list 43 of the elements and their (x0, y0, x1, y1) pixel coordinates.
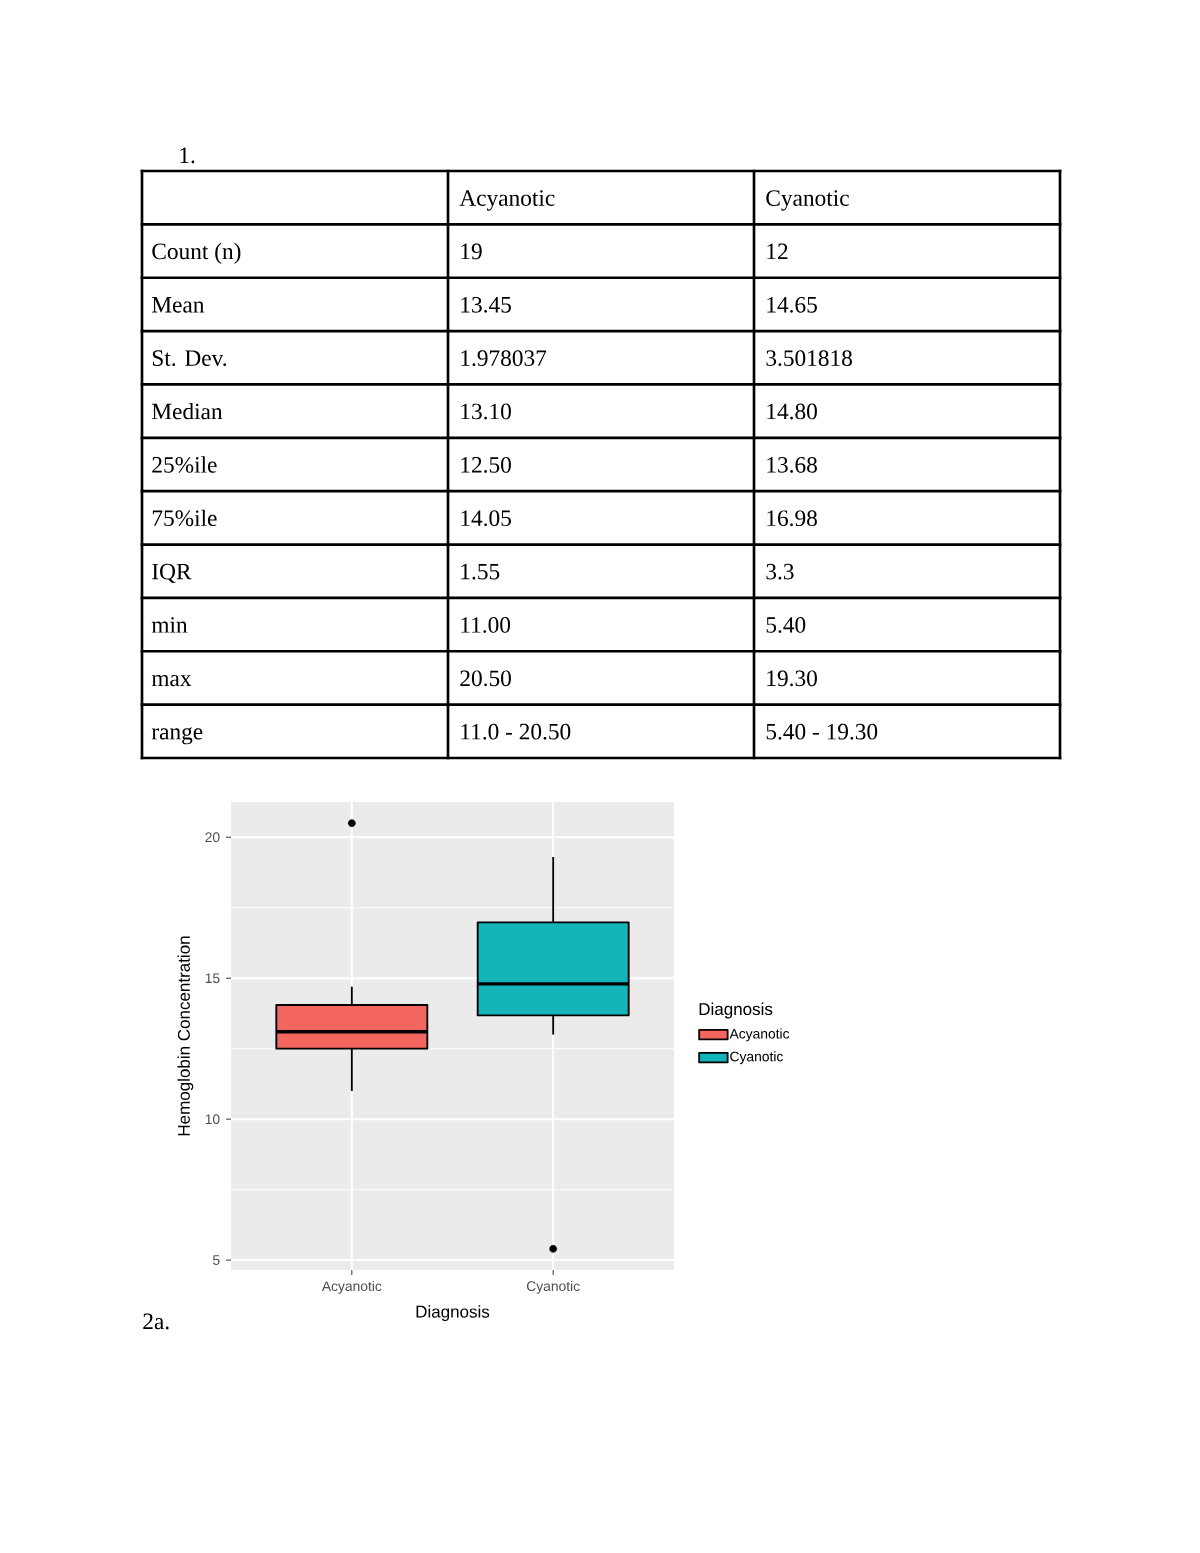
y-tick-label: 10 (205, 1114, 220, 1125)
text: 1.978037 (461, 350, 547, 367)
legend-label: Cyanotic (730, 1051, 783, 1065)
text: 5.40 - 19.30 (766, 723, 878, 740)
x-axis-title: Diagnosis (416, 1305, 490, 1322)
legend-label: Acyanotic (729, 1028, 790, 1042)
text: 12.50 (461, 456, 511, 473)
text: 16.98 (767, 510, 817, 527)
y-tick-label: 5 (212, 1255, 220, 1265)
category-label: St. Dev. (152, 350, 227, 367)
y-axis-title: Hemoglobin Concentration (177, 936, 194, 1136)
category-label: Count (n) (152, 242, 241, 265)
text: 1.55 (461, 563, 500, 580)
category-label: 75%ile (152, 509, 217, 527)
text: 13.10 (461, 403, 511, 420)
text: 14.65 (767, 296, 817, 313)
category-label: range (151, 727, 203, 745)
text: 11.00 (461, 617, 511, 633)
text: 19 (461, 243, 482, 260)
text: 12 (767, 243, 788, 260)
y-tick-label: 15 (205, 973, 220, 984)
y-tick-label: 20 (205, 832, 220, 843)
category-label: min (151, 617, 188, 633)
text: 3.3 (766, 563, 794, 580)
text: 14.80 (767, 403, 817, 420)
text: 13.45 (461, 296, 511, 313)
legend-title: Diagnosis (699, 1002, 773, 1019)
category-label: IQR (152, 563, 192, 584)
text: 19.30 (767, 670, 817, 687)
text: 14.05 (461, 510, 511, 527)
category-label: max (151, 674, 192, 687)
text: 2a. (143, 1313, 169, 1330)
category-label: Cyanotic (766, 190, 849, 211)
text: 1. (180, 147, 195, 164)
category-label: 25%ile (152, 456, 217, 473)
text: 11.0 - 20.50 (461, 723, 571, 740)
text: 13.68 (767, 456, 817, 473)
text: 20.50 (460, 670, 511, 687)
category-label: Mean (152, 297, 205, 313)
text: 5.40 (766, 617, 806, 633)
text: 3.501818 (766, 350, 852, 367)
category-label: Median (152, 402, 223, 420)
category-label: Acyanotic (459, 190, 555, 211)
